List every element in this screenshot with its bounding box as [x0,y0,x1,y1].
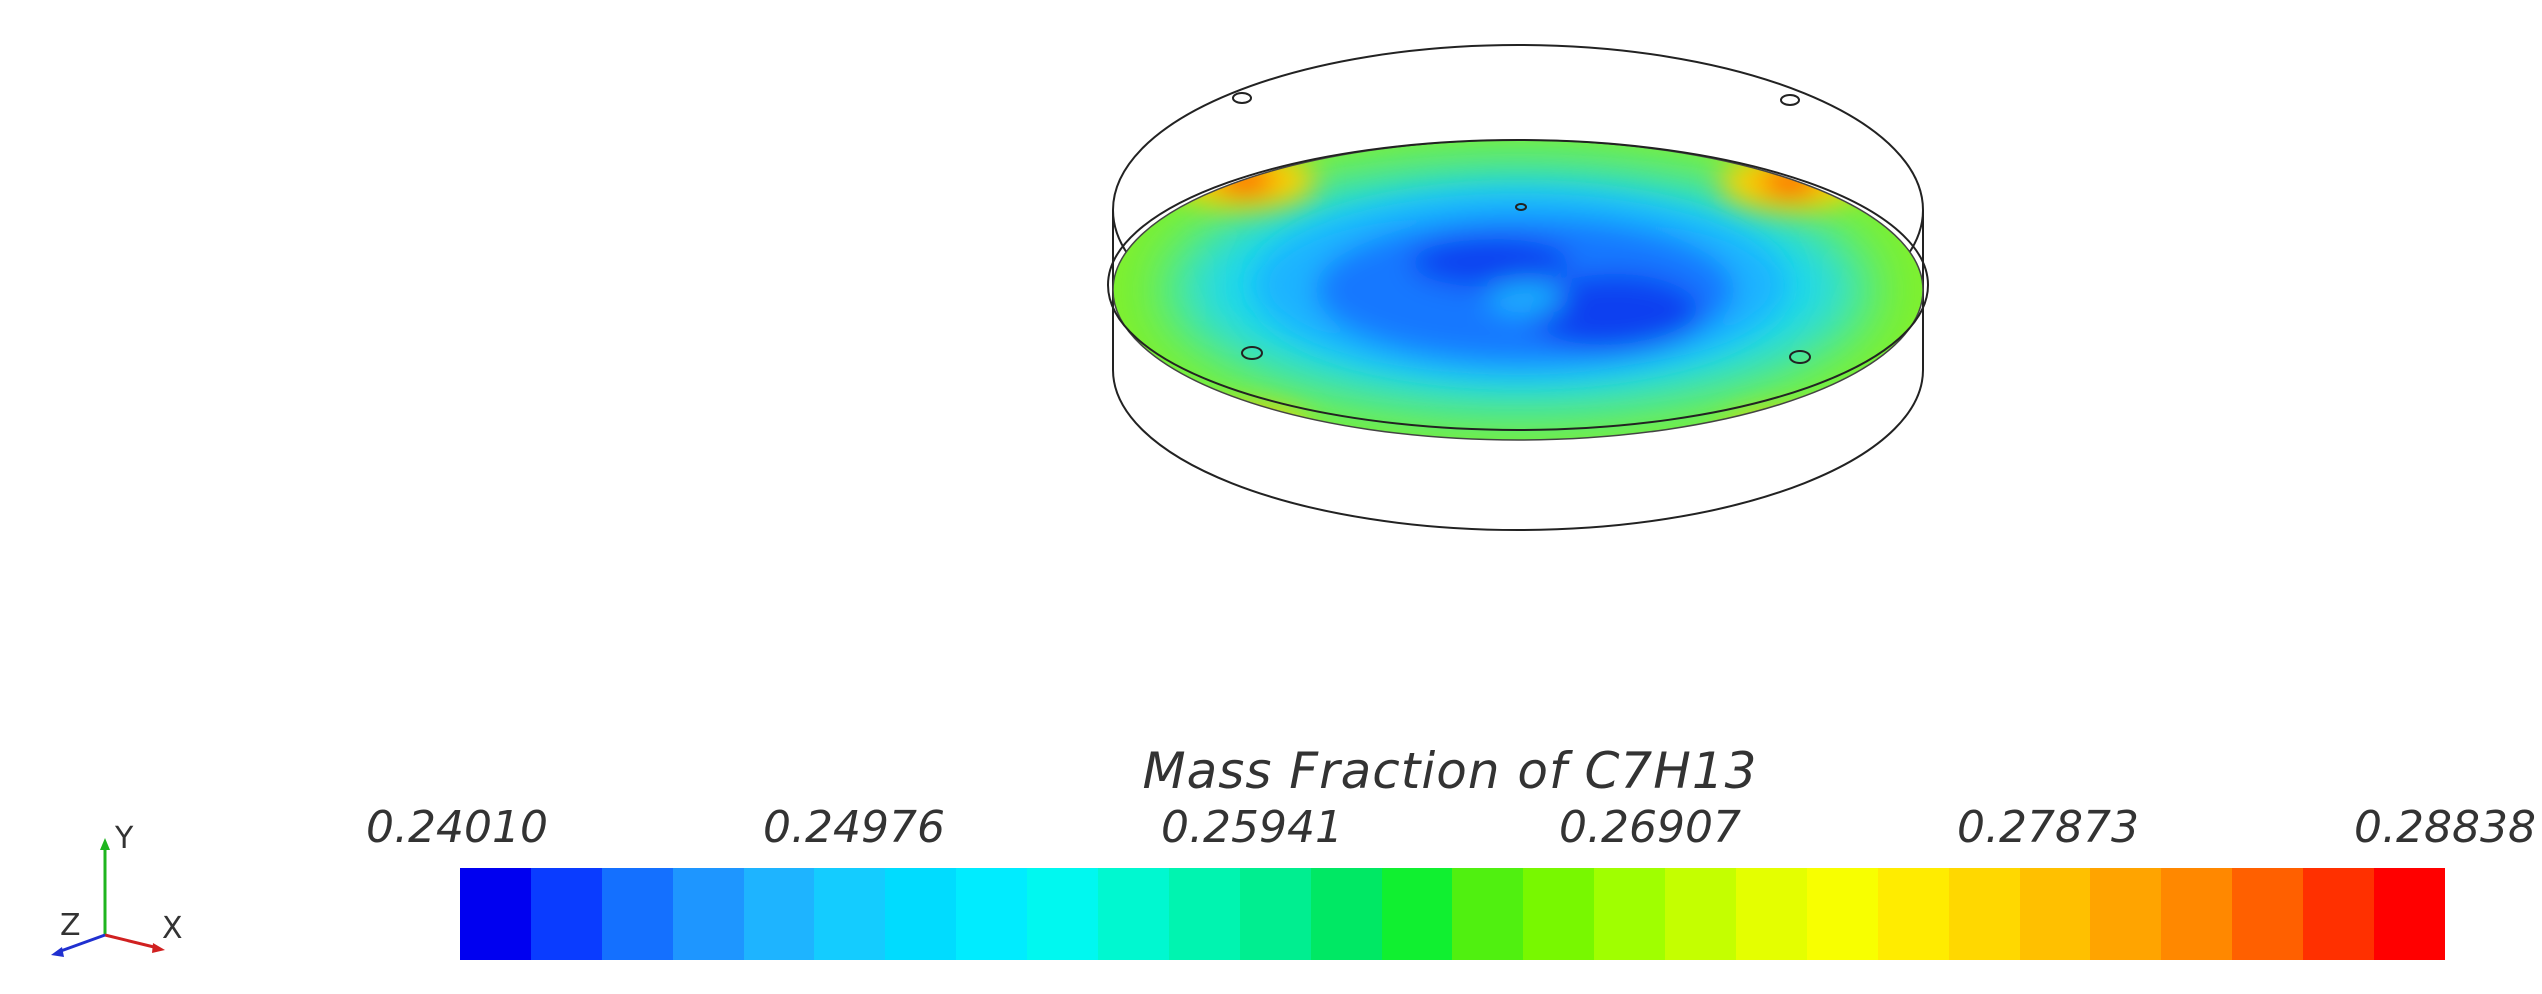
color-swatch [1098,868,1169,960]
color-swatch [885,868,957,960]
color-swatch [2374,868,2445,960]
color-swatch [1877,868,1949,960]
z-axis-label: Z [60,908,81,943]
legend-tick: 0.28838 [2354,802,2536,853]
color-swatch [1736,868,1807,960]
legend-tick: 0.24976 [763,802,945,853]
color-swatch [1452,868,1524,960]
color-swatch [2161,868,2233,960]
contour-disc [1113,140,1923,440]
legend-tick: 0.27873 [1957,802,2139,853]
cylinder-wireframe-front [1107,139,1929,531]
color-swatch [2019,868,2091,960]
z-axis-line [57,933,106,954]
color-swatch [743,868,815,960]
color-swatch [672,868,744,960]
color-swatch [2303,868,2375,960]
color-swatch [2090,868,2162,960]
inlet-holes [1232,92,1811,364]
x-axis-line [104,933,159,950]
color-swatch [1381,868,1453,960]
color-scale-bar [460,868,2445,960]
color-swatch [956,868,1028,960]
color-swatch [460,868,531,960]
color-swatch [1594,868,1666,960]
color-swatch [1027,868,1099,960]
color-swatch [1806,868,1878,960]
color-swatch [1523,868,1595,960]
color-swatch [1310,868,1382,960]
axes-triad: Y X Z [51,821,183,957]
color-swatch [1239,868,1311,960]
y-arrow-icon [100,838,110,850]
color-swatch [1665,868,1737,960]
color-swatch [1168,868,1240,960]
color-swatch [2232,868,2304,960]
legend-tick: 0.24010 [366,802,548,853]
color-swatch [601,868,673,960]
color-swatch [814,868,886,960]
legend-title: Mass Fraction of C7H13 [1142,742,1758,800]
y-axis-label: Y [114,821,134,856]
color-swatch [1948,868,2020,960]
legend-tick: 0.26907 [1559,802,1741,853]
x-axis-label: X [162,911,183,946]
x-arrow-icon [152,943,165,953]
z-arrow-icon [51,947,64,957]
color-swatch [530,868,602,960]
legend-tick: 0.25941 [1161,802,1343,853]
